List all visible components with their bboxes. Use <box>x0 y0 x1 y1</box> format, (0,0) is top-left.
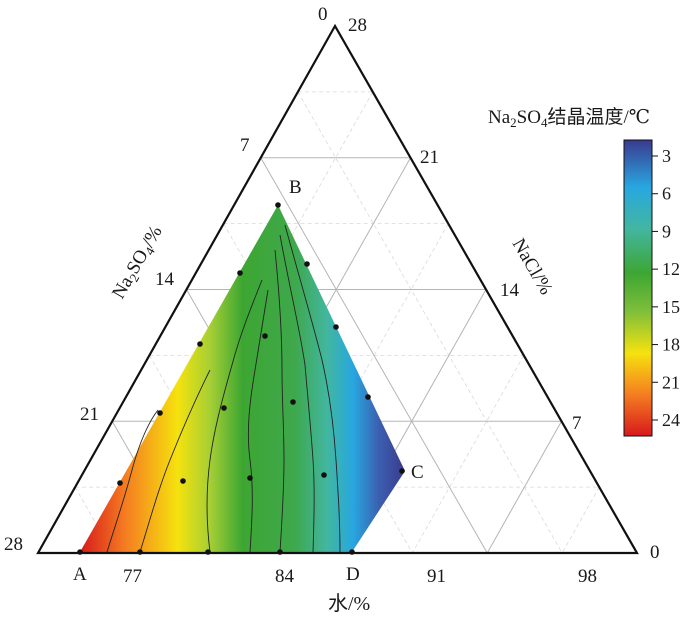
sample-point <box>180 478 186 484</box>
vertex-top-right-label: 28 <box>348 15 367 36</box>
bottom-axis-title: 水/% <box>328 592 370 615</box>
sample-point <box>237 270 243 276</box>
vertex-left-label: 28 <box>4 534 23 555</box>
sample-point <box>290 399 296 405</box>
colorbar-tick-label: 3 <box>662 146 671 166</box>
bottom-tick-98: 98 <box>578 566 597 587</box>
colorbar-title: Na2SO4结晶温度/℃ <box>488 106 650 130</box>
sample-point <box>157 410 163 416</box>
point-label-a: A <box>73 564 87 585</box>
bottom-tick-77: 77 <box>123 566 142 587</box>
sample-point <box>321 472 327 478</box>
colorbar-tick-label: 9 <box>662 221 671 241</box>
point-label-c: C <box>411 462 424 483</box>
vertex-right-label: 0 <box>650 542 660 563</box>
left-axis-title: Na2SO4/% <box>108 222 168 303</box>
colorbar-ticks: 3 6 9 12 15 18 21 24 <box>652 146 680 430</box>
sample-point <box>399 468 405 474</box>
colorbar-tick-label: 6 <box>662 184 671 204</box>
sample-point <box>117 480 123 486</box>
left-tick-21: 21 <box>80 404 99 425</box>
right-tick-14: 14 <box>500 280 520 301</box>
sample-point <box>247 475 253 481</box>
left-tick-7: 7 <box>240 135 250 156</box>
sample-point <box>275 202 281 208</box>
sample-point <box>197 341 203 347</box>
point-label-b: B <box>289 177 302 198</box>
colorbar-tick-label: 24 <box>662 410 680 430</box>
colorbar: Na2SO4结晶温度/℃ 3 6 9 12 15 18 21 24 <box>488 106 680 437</box>
sample-point <box>221 405 227 411</box>
region-abcd <box>80 205 405 552</box>
sample-point <box>262 333 268 339</box>
sample-point <box>365 394 371 400</box>
contour-lines <box>106 224 341 553</box>
bottom-tick-84: 84 <box>275 566 295 587</box>
colorbar-tick-label: 18 <box>662 335 680 355</box>
bottom-tick-91: 91 <box>427 566 446 587</box>
sample-point <box>333 324 339 330</box>
triangle-frame <box>36 23 639 555</box>
right-tick-21: 21 <box>420 147 439 168</box>
point-label-d: D <box>346 564 360 585</box>
sample-point <box>304 261 310 267</box>
vertex-top-left-label: 0 <box>318 4 328 25</box>
left-tick-14: 14 <box>155 269 175 290</box>
right-tick-7: 7 <box>572 413 582 434</box>
colorbar-gradient <box>623 139 653 437</box>
colorbar-tick-label: 21 <box>662 372 680 392</box>
colorbar-tick-label: 12 <box>662 259 680 279</box>
colorbar-tick-label: 15 <box>662 297 680 317</box>
